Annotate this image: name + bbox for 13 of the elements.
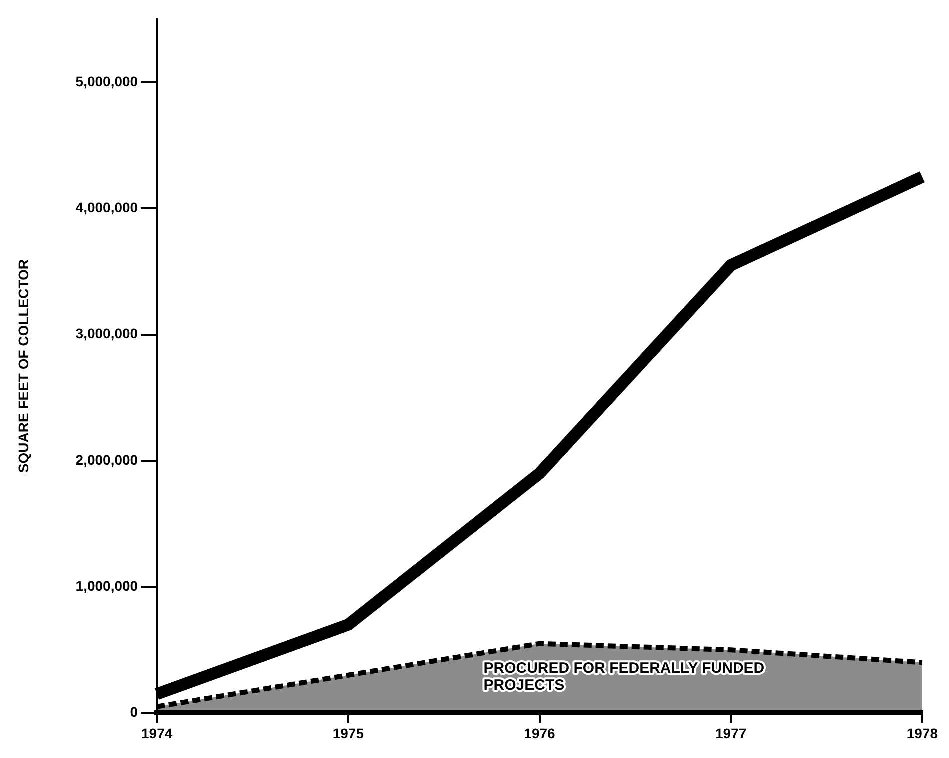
x-tick-label: 1978 <box>906 725 938 742</box>
y-tick-label: 2,000,000 <box>76 452 138 468</box>
y-tick-label: 4,000,000 <box>76 199 138 216</box>
y-tick-label: 3,000,000 <box>76 326 138 342</box>
x-tick-label: 1976 <box>524 725 556 742</box>
x-tick-label: 1974 <box>142 725 173 742</box>
x-tick-label: 1975 <box>332 725 364 742</box>
series-label: PROCURED FOR FEDERALLY FUNDED PROJECTS <box>484 660 765 694</box>
y-axis-title: SQUARE FEET OF COLLECTOR <box>15 259 32 474</box>
y-tick-label: 1,000,000 <box>76 578 138 594</box>
y-tick-label: 5,000,000 <box>76 73 138 90</box>
x-tick-label: 1977 <box>716 725 747 742</box>
y-tick-label: 0 <box>130 704 138 720</box>
